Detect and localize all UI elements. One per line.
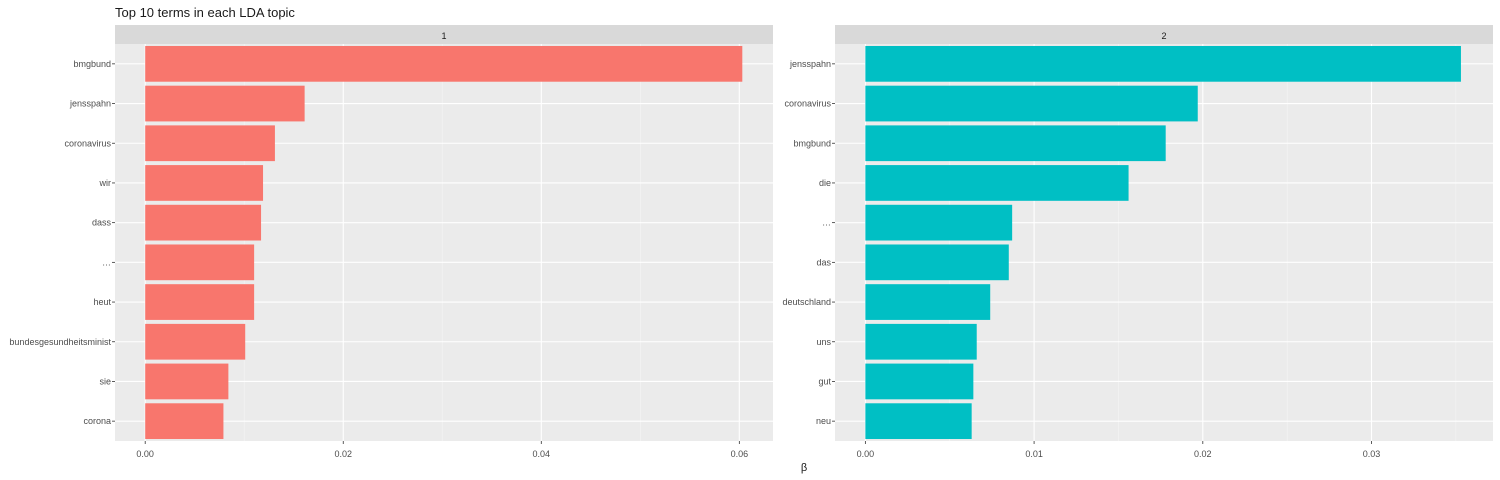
y-tick-label: corona [83, 416, 111, 426]
bar-jensspahn [865, 45, 1461, 82]
x-tick-label: 0.02 [334, 449, 352, 459]
y-tick-label: coronavirus [784, 99, 831, 109]
chart-title: Top 10 terms in each LDA topic [115, 5, 295, 20]
y-tick-label: bmgbund [793, 138, 831, 148]
bar-wir [145, 165, 264, 201]
bar-bmgbund [865, 125, 1166, 162]
x-tick-label: 0.01 [1025, 449, 1043, 459]
bar-dass [145, 204, 262, 241]
bar-… [145, 244, 255, 281]
bar-corona [145, 403, 224, 440]
y-tick-label: bmgbund [73, 59, 111, 69]
x-tick-label: 0.04 [533, 449, 551, 459]
x-tick-label: 0.06 [731, 449, 749, 459]
y-tick-label: das [816, 257, 831, 267]
y-tick-label: neu [816, 416, 831, 426]
y-tick-label: … [102, 257, 111, 267]
bar-bundesgesundheitsminist [145, 323, 246, 360]
y-tick-label: dass [92, 218, 112, 228]
y-tick-label: bundesgesundheitsminist [9, 337, 111, 347]
y-tick-label: … [822, 218, 831, 228]
x-tick-label: 0.03 [1363, 449, 1381, 459]
bar-heut [145, 284, 255, 320]
facet-strip [115, 25, 773, 44]
bar-die [865, 165, 1129, 201]
facet-strip-label: 2 [1161, 31, 1166, 41]
bar-sie [145, 363, 229, 400]
y-tick-label: jensspahn [789, 59, 831, 69]
x-axis-title: β [801, 462, 807, 474]
bar-das [865, 244, 1009, 281]
y-tick-label: die [819, 178, 831, 188]
bar-neu [865, 403, 972, 440]
bar-gut [865, 363, 974, 400]
x-tick-label: 0.00 [136, 449, 154, 459]
bar-coronavirus [865, 85, 1198, 122]
bar-coronavirus [145, 125, 275, 162]
x-tick-label: 0.02 [1194, 449, 1212, 459]
y-tick-label: wir [99, 178, 112, 188]
facet-panel-2: 2 jensspahn coronavirus bmgbund die … das deuts… [782, 25, 1493, 459]
bar-uns [865, 323, 977, 360]
y-tick-label: jensspahn [69, 99, 111, 109]
y-tick-label: gut [818, 376, 831, 386]
facet-strip [835, 25, 1493, 44]
y-tick-label: coronavirus [64, 138, 111, 148]
facet-strip-label: 1 [441, 31, 446, 41]
bar-jensspahn [145, 85, 305, 122]
bar-… [865, 204, 1013, 241]
y-tick-label: sie [99, 376, 111, 386]
bar-deutschland [865, 284, 991, 320]
facet-panel-1: 1 bmgbund jensspahn coronavirus wir dass … heut… [9, 25, 773, 459]
y-tick-label: uns [816, 337, 831, 347]
y-tick-label: deutschland [782, 297, 831, 307]
x-tick-label: 0.00 [857, 449, 875, 459]
bar-bmgbund [145, 45, 743, 82]
y-tick-label: heut [93, 297, 111, 307]
